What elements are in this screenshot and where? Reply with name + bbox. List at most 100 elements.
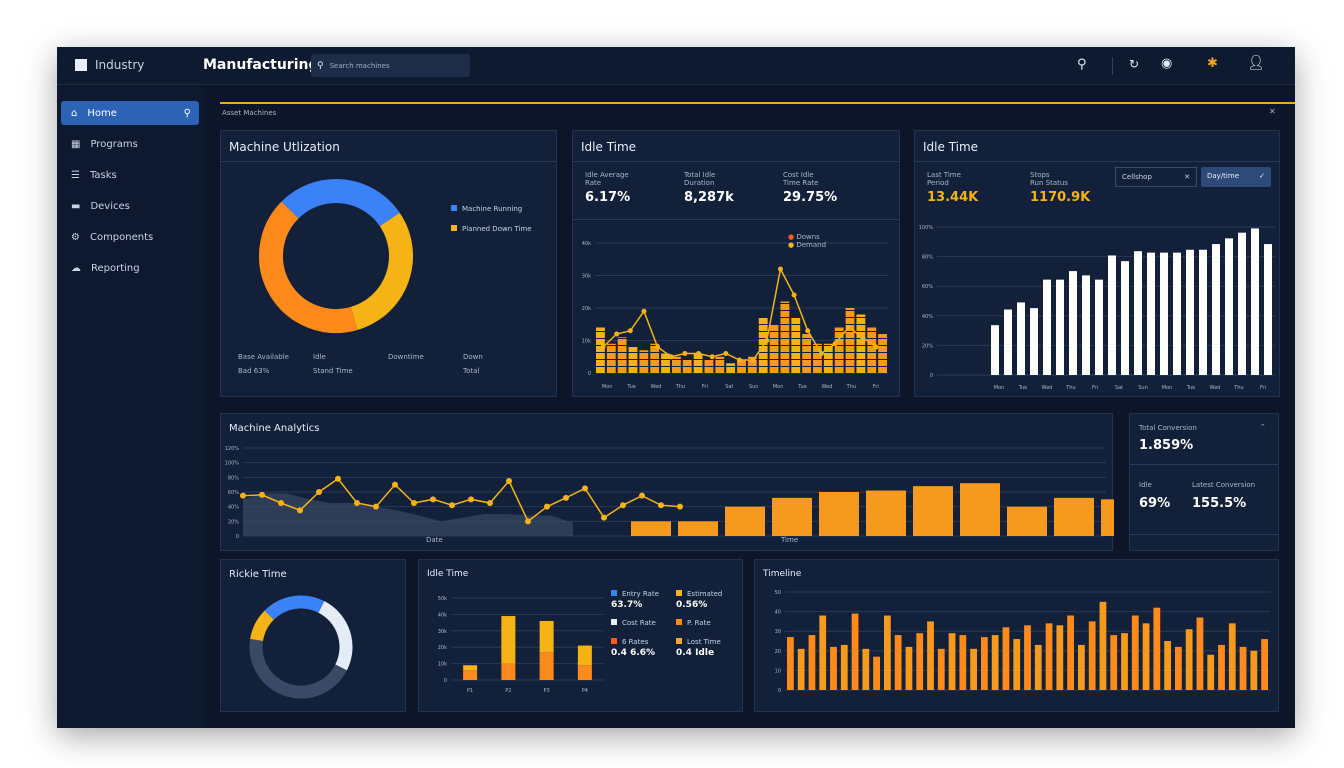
- footer-item: [388, 367, 463, 375]
- legend-item: Estimated 0.56%: [676, 590, 741, 610]
- y-tick-label: 80%: [922, 255, 933, 261]
- bar: [830, 646, 837, 690]
- kpi-label: Idle Average: [585, 171, 629, 179]
- bar-segment: [539, 620, 554, 653]
- bar: [1024, 625, 1031, 690]
- bar: [991, 635, 999, 690]
- bar: [1251, 228, 1259, 375]
- idle-bar-line-chart: 0 10k 20k 30k 40k Mon Tue Wed Thu Fri Sat Sun Mon Tue…: [582, 241, 888, 390]
- sidebar-item-reporting[interactable]: ☁ Reporting: [61, 256, 199, 280]
- bar-segment: [791, 339, 801, 345]
- bar: [1164, 641, 1171, 690]
- line-point: [620, 502, 626, 509]
- user-avatar-icon[interactable]: 👤︎: [1247, 55, 1265, 71]
- analytics-chart: 0 20% 40% 60% 80% 100% 120%: [225, 446, 1114, 540]
- accent-line: [220, 102, 1295, 104]
- filter-input[interactable]: Cellshop ✕: [1115, 167, 1197, 187]
- refresh-icon[interactable]: ↻: [1129, 57, 1140, 71]
- line-point: [818, 351, 824, 356]
- bar: [1131, 615, 1139, 690]
- line-point: [506, 478, 512, 484]
- legend-label: Estimated: [687, 590, 723, 598]
- bar-segment: [845, 311, 855, 317]
- bar-segment: [639, 350, 649, 352]
- bar: [725, 506, 765, 536]
- idle-time-stacked-panel: Idle Time 0 10k 20k 30k 40k 50k P1 P2 P3 P4 Entry…: [418, 559, 743, 712]
- conversion-kpi-panel: Total Conversion ⌃ 1.859% Idle 69% Lates…: [1129, 413, 1279, 551]
- sidebar-item-devices[interactable]: ▬ Devices: [61, 194, 199, 218]
- bar-segment: [856, 360, 866, 366]
- bar: [1153, 607, 1161, 690]
- kpi-value: 69%: [1139, 496, 1171, 511]
- x-tick-label: P2: [505, 688, 511, 694]
- line-point: [430, 496, 436, 503]
- bar-segment: [802, 367, 812, 373]
- period-dropdown[interactable]: Day/time ✓: [1201, 167, 1271, 187]
- line-point: [240, 492, 246, 499]
- logo-icon: [75, 59, 87, 71]
- clear-icon[interactable]: ✕: [1184, 173, 1190, 181]
- bar-segment: [769, 367, 779, 373]
- legend-label: Cost Rate: [622, 619, 656, 627]
- x-tick-label: Tue: [1018, 385, 1028, 391]
- close-icon[interactable]: ✕: [1269, 107, 1276, 116]
- bar-segment: [780, 360, 790, 366]
- donut-slice: [350, 212, 413, 330]
- sidebar-item-programs[interactable]: ▦ Programs: [61, 132, 199, 156]
- bar-segment: [867, 360, 877, 366]
- bar-segment: [856, 332, 866, 338]
- bar-segment: [726, 367, 736, 373]
- kpi-sub: Rate: [585, 179, 602, 187]
- x-tick-label: Thu: [675, 384, 685, 390]
- bar-segment: [823, 360, 833, 366]
- breadcrumb[interactable]: Asset Machines: [222, 109, 277, 117]
- bar-segment: [845, 360, 855, 366]
- bar-segment: [758, 367, 768, 373]
- bar-segment: [834, 332, 844, 338]
- settings-icon[interactable]: ✱: [1207, 56, 1218, 71]
- sidebar-item-home[interactable]: ⌂ Home ⚲: [61, 101, 199, 125]
- legend-item: 6 Rates 0.4 6.6%: [611, 638, 676, 658]
- line-point: [487, 500, 493, 506]
- bar-segment: [617, 360, 627, 366]
- bar: [894, 635, 902, 690]
- bar-segment: [671, 360, 681, 366]
- bar: [1264, 244, 1272, 375]
- search-icon[interactable]: ⚲: [183, 107, 191, 119]
- chevron-down-icon: ✓: [1259, 172, 1265, 180]
- search-icon[interactable]: ⚲: [1077, 57, 1087, 72]
- timeline-bar-chart: 0 10 20 30 40 50: [775, 590, 1270, 694]
- bar-segment: [867, 367, 877, 373]
- line-point: [468, 496, 474, 503]
- panel-title: Idle Time: [427, 569, 469, 579]
- line-point: [764, 338, 770, 343]
- kpi-sub: Run Status: [1030, 179, 1068, 187]
- bar-segment: [596, 332, 605, 338]
- sidebar-item-tasks[interactable]: ☰ Tasks: [61, 163, 199, 187]
- y-tick-label: 80%: [228, 475, 239, 481]
- line-point: [873, 344, 879, 350]
- bar: [1239, 646, 1247, 690]
- machine-utilization-panel: Machine Utlization Machine Running Plann…: [220, 130, 557, 397]
- y-tick-label: 10k: [582, 339, 591, 345]
- donut-slice: [259, 201, 358, 333]
- y-tick-label: 10k: [438, 662, 447, 668]
- kpi-label: Cost Idle: [783, 171, 814, 179]
- x-tick-label: Wed: [822, 384, 833, 390]
- donut-slice: [250, 610, 274, 642]
- bar-segment: [791, 360, 801, 366]
- bar-segment: [856, 346, 866, 352]
- line-point: [335, 475, 341, 482]
- idle-white-bar-chart: 0 20% 40% 60% 80% 100% Mon Tue Wed Thu Fri Sat Sun Mo…: [919, 225, 1275, 391]
- area-series: [243, 493, 573, 536]
- y-tick-label: 0: [236, 534, 239, 540]
- kpi-sub: Period: [927, 179, 949, 187]
- sidebar-item-components[interactable]: ⚙ Components: [61, 225, 199, 249]
- rickie-time-panel: Rickie Time: [220, 559, 406, 712]
- bar-segment: [596, 367, 605, 373]
- chevron-up-icon[interactable]: ⌃: [1260, 423, 1266, 431]
- search-input[interactable]: ⚲ Search machines: [311, 54, 470, 77]
- stacked-legend: Entry Rate 63.7% Estimated 0.56% Cost Rate P.…: [611, 590, 741, 658]
- legend-item: Cost Rate: [611, 619, 676, 629]
- notification-icon[interactable]: ◉: [1161, 56, 1173, 71]
